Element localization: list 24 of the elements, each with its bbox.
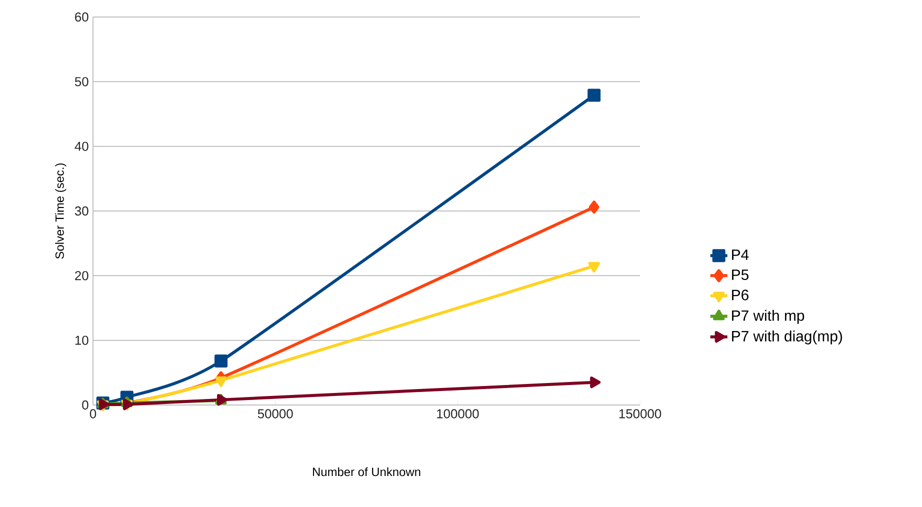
- y-tick-label: 50: [74, 77, 88, 86]
- point: [588, 200, 600, 214]
- y-tick-label: 20: [75, 271, 88, 280]
- legend-label: P7 with mp: [732, 310, 804, 324]
- y-tick-label: 0: [82, 400, 88, 410]
- x-axis-title: Number of Unknown: [313, 467, 420, 476]
- y-axis-title: Solver Time (sec.): [55, 163, 66, 259]
- y-tick-label: 30: [74, 206, 88, 216]
- x-tick-label: 150000: [619, 409, 662, 418]
- x-tick-label: 50000: [258, 409, 293, 418]
- legend-label: P6: [732, 290, 748, 300]
- x-tick-label: 0: [90, 409, 96, 418]
- y-tick-label: 40: [74, 142, 88, 151]
- point: [214, 354, 228, 368]
- y-tick-label: 10: [75, 336, 88, 345]
- legend-label: P5: [732, 270, 748, 280]
- legend-label: P4: [732, 250, 749, 260]
- legend-label: P7 with diag(mp): [732, 330, 842, 344]
- x-tick-label: 100000: [437, 409, 479, 418]
- y-tick-label: 60: [75, 12, 88, 22]
- point: [215, 376, 227, 387]
- point: [588, 88, 601, 102]
- point: [590, 376, 601, 388]
- point: [588, 262, 600, 272]
